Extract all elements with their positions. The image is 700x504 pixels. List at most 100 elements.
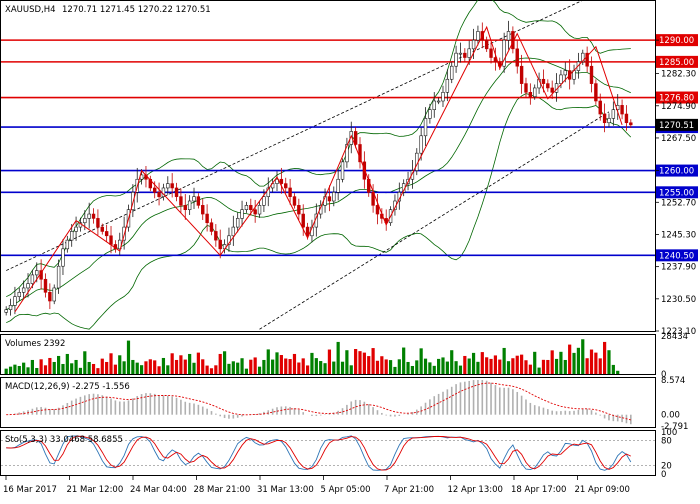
macd-signal-line [6,382,631,421]
volume-bar [292,353,297,374]
volume-bar [380,356,384,374]
candle-body [624,113,629,124]
candle-body [244,205,249,210]
candle-body [166,183,170,189]
candle-body [327,196,332,202]
volume-bar [594,352,598,374]
volume-bar [598,358,602,374]
volume-bar [8,366,13,374]
volume-bar [340,361,345,374]
candle-body [550,87,554,93]
price-tick-label: 1282.30 [661,70,696,80]
volume-bar [437,358,441,374]
candle-body [218,239,222,250]
volume-bar [288,359,292,374]
channel-line-1 [6,0,585,271]
volume-bar [153,360,157,374]
candle-body [48,292,52,302]
volume-bar [485,357,489,374]
candle-body [594,83,598,102]
candle-body [541,78,546,84]
volume-bar [332,361,336,374]
volume-bar [105,361,109,374]
candle-body [35,270,39,276]
level-badge-1260.00 [656,164,698,177]
volume-bar [310,352,314,374]
bollinger-lower-line [6,93,632,330]
volume-bar [135,362,139,374]
price-tick-label: 1252.70 [661,198,696,208]
candle-body [52,287,56,302]
volume-bar [131,359,135,374]
candle-body [519,65,524,84]
candle-body [292,196,297,206]
volume-bar [231,361,235,374]
volume-bar [139,365,144,374]
candle-body [74,226,78,232]
stoch-tick-label: 100 [661,428,677,438]
volume-bar [467,358,471,374]
volume-bar [520,354,524,374]
candle-body [502,39,506,67]
volume-bar [222,351,227,374]
volume-bar [511,358,515,374]
volume-bar [406,361,410,374]
volume-bar [572,352,576,374]
last-price-label: 1270.51 [659,121,694,131]
volume-bar [227,363,231,374]
stoch-tick-label: 80 [661,436,672,446]
level-badge-1276.80 [656,91,698,104]
volume-bar [493,355,498,374]
level-label-1255.00: 1255.00 [659,188,694,198]
volume-bar [174,359,179,374]
volume-bar [410,365,415,374]
stoch-signal-line [6,435,631,471]
zigzag-line [14,25,623,313]
volume-panel-frame [0,334,656,375]
volume-bar [301,358,305,374]
volume-bar [611,364,615,374]
candle-body [419,135,423,154]
candle-body [61,248,65,267]
candle-body [353,131,358,145]
level-label-1260.00: 1260.00 [659,167,694,177]
volume-bar [166,365,170,374]
time-tick-label: 28 Mar 21:00 [194,485,251,495]
candle-body [214,231,218,241]
candle-body [209,222,214,232]
volume-bar [603,341,607,374]
volume-bar [393,366,397,374]
stoch-title: Sto(5,3,3) 33.0468 58.6855 [5,435,123,445]
volume-bar [122,361,126,374]
volume-bar [70,363,74,374]
volume-bar [415,360,419,374]
volume-bar [188,353,192,374]
macd-tick-label: 0.00 [661,411,680,421]
candle-body [109,235,113,245]
volume-bar [240,358,244,374]
last-price-badge [656,118,698,131]
candle-body [450,65,454,80]
volume-bar [319,361,323,374]
candle-body [262,196,266,206]
stoch-tick-label: 0 [661,470,666,480]
volume-bar [489,358,493,374]
candle-body [441,92,445,102]
level-badge-1285.00 [656,55,698,68]
price-tick-label: 1237.90 [661,263,696,273]
stoch-plot [1,435,655,471]
volume-bar [91,363,96,374]
symbol-title: XAUUSD,H4 [5,5,56,15]
volume-bar [214,365,218,374]
volume-bar [83,351,87,374]
volume-bar [205,365,209,374]
volume-bar [423,358,428,374]
volume-bar [126,340,131,374]
volume-bar [257,366,262,374]
volume-bar [148,359,152,374]
volume-bar [506,361,511,374]
candle-body [563,70,567,76]
time-tick-label: 5 Apr 05:00 [321,485,371,495]
volume-bar [384,359,388,374]
